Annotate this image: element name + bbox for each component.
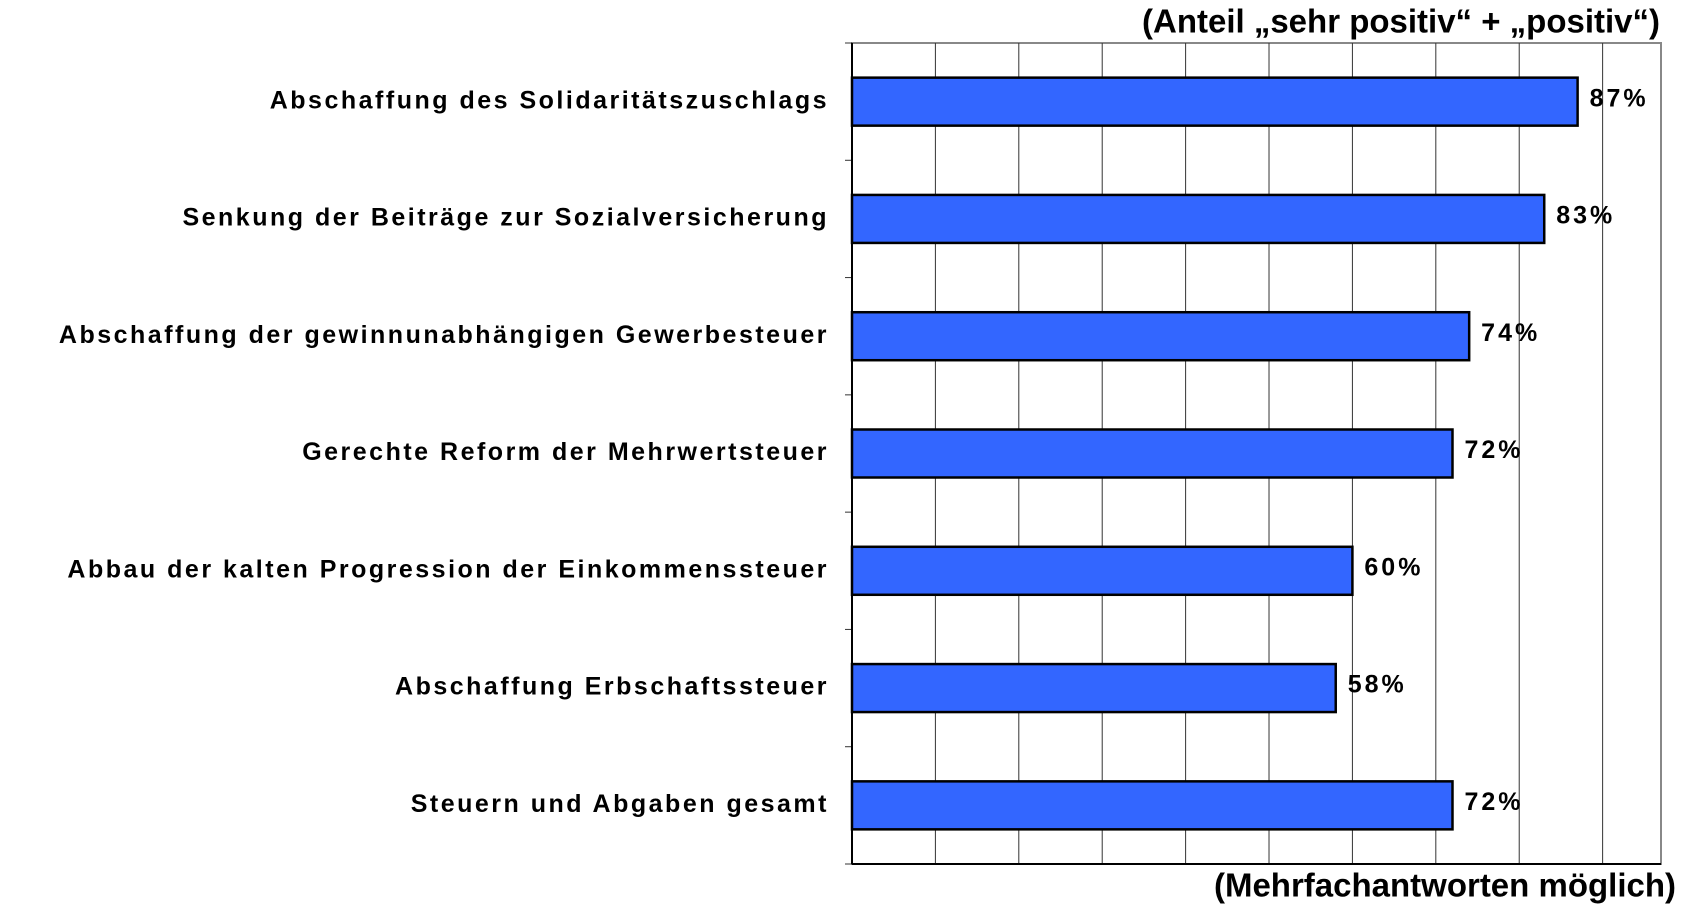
value-label: 74% bbox=[1481, 319, 1540, 347]
value-label: 83% bbox=[1556, 202, 1615, 230]
footnote: (Mehrfachantworten möglich) bbox=[1214, 867, 1676, 904]
category-label: Abbau der kalten Progression der Einkomm… bbox=[67, 555, 829, 583]
bar bbox=[850, 428, 1454, 479]
bar bbox=[850, 310, 1471, 362]
value-label: 72% bbox=[1464, 788, 1523, 816]
category-label: Steuern und Abgaben gesamt bbox=[411, 790, 829, 818]
value-label: 58% bbox=[1348, 671, 1407, 699]
bar bbox=[850, 545, 1354, 597]
category-label: Abschaffung der gewinnunabhängigen Gewer… bbox=[59, 321, 829, 349]
value-label: 60% bbox=[1364, 553, 1423, 581]
value-label: 87% bbox=[1590, 84, 1649, 112]
bar bbox=[850, 193, 1546, 245]
category-label: Abschaffung des Solidaritätszuschlags bbox=[270, 86, 829, 114]
chart-title: (Anteil „sehr positiv“ + „positiv“) bbox=[1142, 3, 1660, 40]
bar bbox=[850, 662, 1337, 714]
category-label: Senkung der Beiträge zur Sozialversicher… bbox=[182, 204, 829, 232]
bar bbox=[850, 780, 1454, 831]
value-label: 72% bbox=[1464, 436, 1523, 464]
bar bbox=[850, 76, 1579, 127]
category-label: Abschaffung Erbschaftssteuer bbox=[395, 673, 829, 701]
category-label: Gerechte Reform der Mehrwertsteuer bbox=[302, 438, 829, 466]
